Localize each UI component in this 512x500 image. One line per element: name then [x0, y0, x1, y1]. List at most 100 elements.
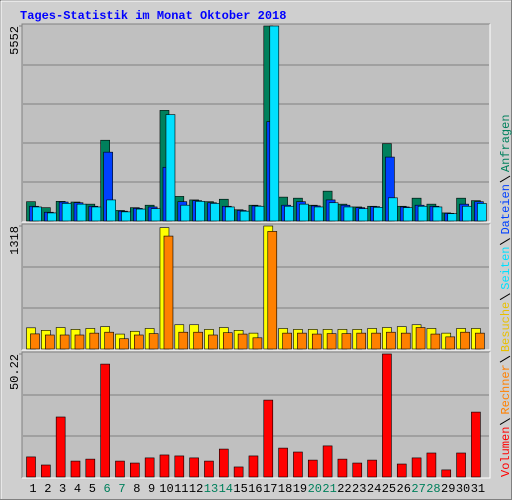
bar [460, 331, 470, 350]
bar [341, 333, 352, 350]
x-tick-label: 10 [159, 482, 173, 496]
bar [471, 411, 481, 478]
bar [263, 399, 274, 478]
bar [136, 208, 146, 222]
bar [311, 333, 322, 350]
bar [134, 334, 144, 350]
bar [477, 203, 487, 222]
x-tick-label: 17 [263, 482, 277, 496]
x-tick-label: 30 [456, 482, 470, 496]
x-tick-label: 5 [89, 482, 96, 496]
bar [121, 211, 131, 222]
bar [284, 205, 294, 222]
x-tick-label: 14 [219, 482, 233, 496]
bar [447, 213, 458, 222]
bar [475, 332, 485, 350]
bar [85, 458, 96, 478]
bar [445, 336, 456, 350]
x-tick-label: 25 [382, 482, 396, 496]
legend-separator [499, 238, 511, 245]
y-tick-label: 50.22 [8, 354, 22, 390]
bar [352, 462, 363, 478]
bar [61, 203, 72, 222]
bar [174, 455, 185, 478]
bar [396, 463, 407, 478]
legend-separator [499, 418, 511, 426]
bar [299, 203, 309, 222]
bar [343, 206, 354, 222]
bar [432, 206, 443, 222]
bar [337, 458, 348, 478]
bar [417, 205, 428, 222]
plot-area [22, 24, 490, 222]
x-tick-label: 29 [441, 482, 455, 496]
bar [237, 333, 248, 350]
bar [74, 334, 85, 350]
x-tick-label: 21 [322, 482, 336, 496]
x-tick-label: 9 [148, 482, 155, 496]
legend-entry: Rechner [499, 364, 512, 414]
chart-title: Tages-Statistik im Monat Oktober 2018 [20, 9, 286, 23]
bar [193, 331, 203, 350]
legend-separator [499, 175, 511, 183]
bar [130, 462, 140, 478]
bar [100, 363, 110, 478]
bar [150, 208, 161, 222]
bar [307, 459, 318, 478]
plot-bevel [22, 224, 491, 351]
bar [178, 331, 189, 350]
x-tick-label: 1 [29, 482, 36, 496]
bar [358, 208, 369, 222]
bar [47, 212, 57, 222]
bar [326, 333, 337, 350]
bar [208, 334, 218, 350]
bar [388, 197, 398, 222]
bar [45, 334, 55, 350]
x-tick-label: 22 [337, 482, 351, 496]
bar [89, 332, 100, 350]
bar [267, 231, 278, 350]
plot-bevel [22, 352, 491, 479]
bar [148, 333, 159, 350]
bar [456, 452, 466, 478]
bar [189, 457, 199, 478]
bar [402, 207, 413, 222]
legend-separator [499, 355, 511, 363]
bar [70, 460, 81, 478]
x-tick-label: 27 [411, 482, 425, 496]
bar [426, 452, 437, 478]
plot-bevel [22, 24, 491, 223]
x-tick-label: 3 [59, 482, 66, 496]
bar [328, 202, 339, 222]
bar [252, 337, 263, 350]
legend-separator [499, 293, 511, 301]
bar [163, 235, 174, 350]
bar [400, 332, 411, 350]
x-tick-label: 8 [133, 482, 140, 496]
x-tick-label: 20 [308, 482, 322, 496]
x-tick-label: 11 [174, 482, 188, 496]
y-tick-label: 5552 [8, 26, 22, 55]
legend-entry: Seiten [499, 247, 512, 290]
x-tick-label: 23 [352, 482, 366, 496]
plot-bevel [21, 351, 490, 478]
x-tick-label: 2 [44, 482, 51, 496]
bar [367, 459, 377, 478]
x-tick-label: 13 [204, 482, 218, 496]
bar [210, 203, 220, 222]
bar [233, 466, 244, 478]
bar [104, 331, 114, 350]
bar [41, 464, 51, 478]
bar [254, 205, 265, 222]
bar [180, 204, 191, 222]
bar [106, 199, 116, 222]
bar [159, 454, 170, 478]
bar [373, 207, 383, 222]
bar [218, 448, 229, 478]
bar [115, 460, 125, 478]
bar [55, 416, 66, 478]
bar [76, 203, 87, 222]
bar [313, 206, 324, 222]
bar [165, 114, 176, 222]
